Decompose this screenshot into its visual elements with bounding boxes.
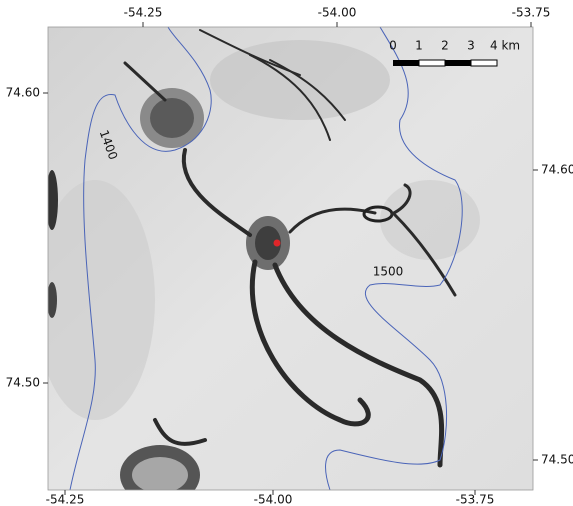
left-tick-label: 74.50 — [6, 376, 40, 390]
map: 1400 1500 0 1 2 3 4 km -54.25 -54.00 -53… — [0, 0, 573, 506]
sample-point — [274, 240, 281, 247]
scale-label: 3 — [467, 39, 475, 53]
top-tick-label: -53.75 — [512, 6, 551, 20]
scale-label: 1 — [415, 39, 423, 53]
right-tick-label: 74.50 — [541, 453, 573, 467]
imagery — [35, 27, 533, 505]
bottom-tick-label: -54.00 — [254, 493, 293, 506]
top-tick-label: -54.25 — [124, 6, 163, 20]
bottom-tick-label: -53.75 — [456, 493, 495, 506]
scale-label: 0 — [389, 39, 397, 53]
top-tick-label: -54.00 — [318, 6, 357, 20]
right-tick-label: 74.60 — [541, 163, 573, 177]
contour-label: 1500 — [373, 265, 404, 279]
scale-label: 2 — [441, 39, 449, 53]
bottom-tick-label: -54.25 — [46, 493, 85, 506]
scale-label: 4 km — [490, 39, 520, 53]
left-tick-label: 74.60 — [6, 86, 40, 100]
